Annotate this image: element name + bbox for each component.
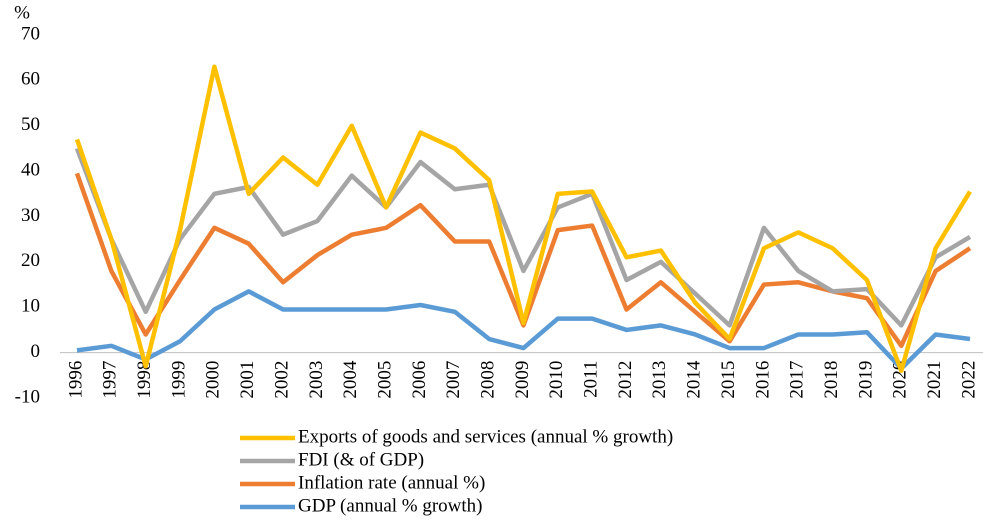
x-tick-label: 2005 [374, 361, 395, 399]
y-axis-label: % [14, 2, 30, 23]
x-tick-label: 2001 [237, 361, 258, 399]
x-tick-label: 2004 [340, 360, 361, 399]
x-tick-label: 2002 [271, 361, 292, 399]
y-tick-label: 70 [21, 23, 40, 44]
series-line [76, 289, 971, 371]
series-line [74, 147, 972, 328]
x-tick-label: 1997 [100, 361, 121, 399]
x-tick-label: 2019 [855, 361, 876, 399]
y-tick-label: 20 [21, 250, 40, 271]
x-tick-label: 2016 [752, 361, 773, 399]
x-tick-label: 2020 [890, 361, 911, 399]
x-tick-label: 2018 [821, 361, 842, 399]
x-tick-label: 2010 [546, 361, 567, 399]
y-tick-label: 0 [31, 341, 41, 362]
legend-label: GDP (annual % growth) [298, 495, 483, 516]
x-tick-label: 1999 [168, 361, 189, 399]
x-tick-label: 2021 [924, 361, 945, 399]
y-tick-label: 10 [21, 296, 40, 317]
y-tick-label: 30 [21, 205, 40, 226]
x-tick-label: 2015 [718, 361, 739, 399]
y-tick-label: 60 [21, 69, 40, 90]
x-tick-label: 2017 [787, 361, 808, 399]
legend-label: Exports of goods and services (annual % … [298, 426, 673, 447]
x-tick-label: 2014 [684, 360, 705, 399]
x-tick-label: 2012 [615, 361, 636, 399]
x-tick-label: 2008 [478, 361, 499, 399]
x-tick-label: 2022 [958, 361, 979, 399]
x-tick-label: 2013 [649, 361, 670, 399]
legend-label: Inflation rate (annual %) [298, 472, 485, 493]
x-tick-label: 1996 [65, 361, 86, 399]
x-tick-label: 2006 [409, 361, 430, 399]
x-tick-label: 2000 [203, 361, 224, 399]
legend-label: FDI (& of GDP) [298, 449, 424, 470]
y-tick-label: 40 [21, 159, 40, 180]
y-tick-label: -10 [15, 386, 40, 407]
series-line [74, 172, 972, 349]
x-tick-label: 2007 [443, 361, 464, 399]
y-tick-label: 50 [21, 114, 40, 135]
x-tick-label: 2009 [512, 361, 533, 399]
x-tick-label: 1998 [134, 361, 155, 399]
series-line [74, 64, 972, 374]
x-tick-label: 2003 [306, 361, 327, 399]
x-tick-label: 2011 [581, 361, 602, 398]
